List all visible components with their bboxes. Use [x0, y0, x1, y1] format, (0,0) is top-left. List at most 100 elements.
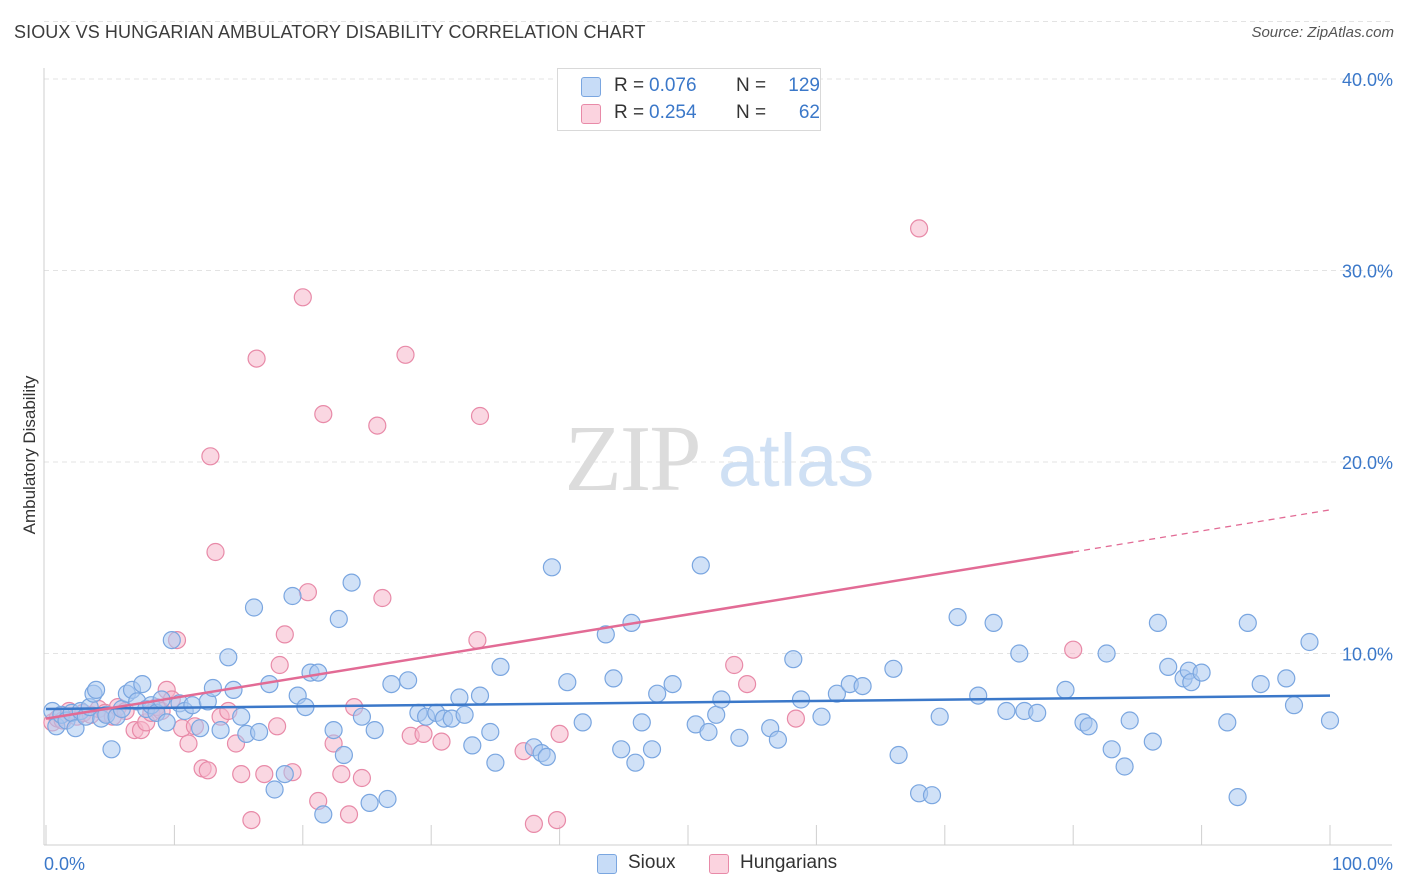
- sioux-point-50: [334, 745, 353, 765]
- hungarians-point-42: [314, 405, 333, 424]
- sioux-point-86: [691, 556, 710, 575]
- sioux-point-13: [102, 740, 121, 759]
- sioux-point-69: [491, 657, 510, 677]
- sioux-point-95: [812, 707, 831, 726]
- sioux-point-127: [1238, 613, 1257, 633]
- sioux-point-130: [1284, 696, 1304, 715]
- n-value: 62: [798, 102, 820, 123]
- sioux-point-54: [365, 720, 384, 740]
- hungarians-point-61: [737, 674, 757, 694]
- sioux-point-25: [162, 630, 181, 650]
- sioux-point-65: [463, 736, 482, 755]
- hungarians-point-58: [547, 810, 567, 830]
- sioux-point-41: [275, 764, 294, 784]
- r-value: 0.254: [649, 102, 697, 123]
- sioux-point-131: [1300, 632, 1319, 652]
- hungarians-point-33: [247, 349, 266, 368]
- sioux-point-125: [1218, 713, 1237, 732]
- sioux-point-114: [1097, 644, 1116, 663]
- hungarians-point-57: [524, 814, 544, 834]
- sioux-point-84: [663, 674, 682, 694]
- source-label: Source: ZipAtlas.com: [1251, 24, 1394, 41]
- hungarians-point-35: [268, 717, 287, 736]
- sioux-point-78: [612, 740, 631, 759]
- sioux-point-73: [542, 558, 562, 577]
- sioux-point-98: [853, 676, 872, 696]
- n-label: N =: [736, 75, 767, 96]
- sioux-point-124: [1192, 663, 1211, 682]
- r-label: R =: [614, 75, 645, 96]
- sioux-point-40: [265, 780, 284, 799]
- sioux-point-47: [314, 805, 333, 824]
- hungarians-point-47: [352, 768, 371, 788]
- hungarians-trend-line: [45, 550, 1074, 720]
- y-tick-label-0: 10.0%: [1342, 645, 1393, 665]
- sioux-swatch: [581, 77, 601, 97]
- chart-title: SIOUX VS HUNGARIAN AMBULATORY DISABILITY…: [14, 22, 646, 42]
- sioux-legend-swatch: [597, 854, 617, 874]
- hungarians-point-64: [1064, 640, 1083, 659]
- hungarians-point-50: [396, 345, 415, 364]
- sioux-point-52: [352, 707, 371, 726]
- hungarians-point-36: [270, 655, 289, 675]
- sioux-point-51: [342, 573, 361, 592]
- sioux-point-67: [481, 722, 500, 742]
- watermark: ZIP atlas: [565, 407, 875, 511]
- series-hungarians: [43, 219, 1083, 834]
- hungarians-point-26: [201, 447, 220, 466]
- y-tick-label-2: 30.0%: [1342, 262, 1393, 282]
- sioux-point-116: [1115, 757, 1134, 776]
- sioux-point-108: [1010, 644, 1029, 663]
- hungarians-point-32: [242, 810, 261, 830]
- sioux-point-90: [730, 728, 749, 747]
- sioux-point-118: [1143, 732, 1162, 751]
- sioux-point-111: [1056, 680, 1075, 700]
- sioux-point-5: [66, 719, 85, 738]
- tick-labels: 10.0% 20.0% 30.0% 40.0% 0.0% 100.0%: [44, 70, 1393, 874]
- sioux-point-99: [884, 659, 903, 678]
- sioux-point-35: [232, 707, 251, 726]
- hungarians-point-40: [298, 583, 317, 602]
- axes: [43, 68, 1392, 846]
- sioux-point-117: [1120, 711, 1139, 730]
- sioux-point-94: [791, 690, 811, 709]
- sioux-point-42: [283, 586, 302, 606]
- sioux-trend-line: [45, 694, 1331, 711]
- sioux-point-66: [470, 686, 490, 705]
- sioux-point-106: [984, 613, 1003, 633]
- sioux-legend-label: Sioux: [628, 852, 676, 873]
- sioux-point-68: [486, 753, 505, 772]
- sioux-point-32: [211, 720, 230, 740]
- hungarians-point-52: [414, 724, 433, 744]
- sioux-point-28: [183, 696, 202, 715]
- hungarians-point-54: [468, 630, 487, 650]
- sioux-point-76: [596, 625, 615, 644]
- hungarians-point-55: [470, 406, 490, 426]
- sioux-point-113: [1079, 717, 1098, 736]
- sioux-point-29: [191, 719, 210, 738]
- sioux-point-10: [86, 680, 106, 700]
- sioux-point-19: [133, 674, 152, 694]
- sioux-point-88: [707, 705, 726, 724]
- sioux-point-37: [244, 598, 264, 617]
- hungarians-trend-extension: [1073, 509, 1331, 553]
- sioux-point-75: [573, 713, 592, 732]
- sioux-point-57: [399, 671, 418, 690]
- y-axis-label: Ambulatory Disability: [20, 375, 39, 534]
- hungarians-swatch: [581, 104, 601, 124]
- hungarians-point-59: [550, 724, 569, 744]
- sioux-point-87: [699, 722, 718, 742]
- sioux-point-83: [648, 684, 667, 703]
- hungarians-point-37: [275, 625, 294, 644]
- sioux-point-31: [203, 678, 222, 698]
- hungarians-point-63: [909, 219, 929, 238]
- hungarians-point-48: [368, 416, 387, 435]
- hungarians-point-34: [255, 764, 274, 784]
- sioux-point-102: [922, 786, 942, 805]
- hungarians-point-22: [179, 734, 198, 753]
- sioux-point-63: [450, 688, 469, 707]
- watermark-atlas: atlas: [718, 419, 874, 502]
- sioux-point-77: [604, 669, 623, 688]
- sioux-point-56: [382, 674, 401, 694]
